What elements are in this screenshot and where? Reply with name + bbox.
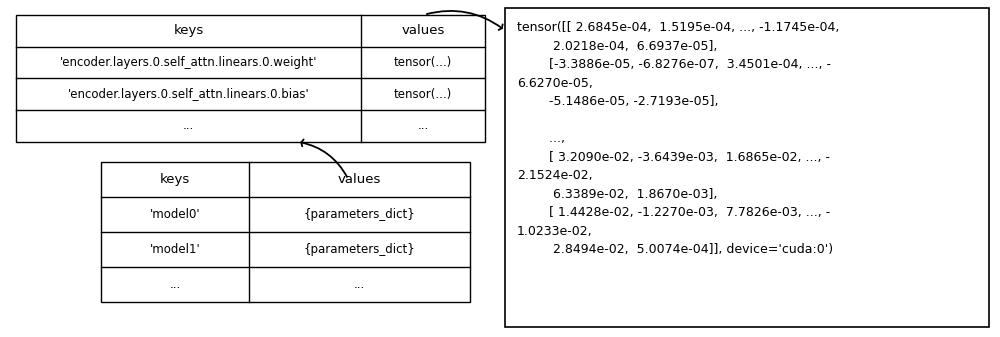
Text: 'model0': 'model0' <box>150 208 200 221</box>
Text: 'encoder.layers.0.self_attn.linears.0.bias': 'encoder.layers.0.self_attn.linears.0.bi… <box>68 88 309 101</box>
Text: tensor([[ 2.6845e-04,  1.5195e-04, ..., -1.1745e-04,
         2.0218e-04,  6.693: tensor([[ 2.6845e-04, 1.5195e-04, ..., -… <box>517 22 839 256</box>
Text: tensor(...): tensor(...) <box>394 56 452 69</box>
Text: {parameters_dict}: {parameters_dict} <box>304 243 415 256</box>
Bar <box>16 15 485 142</box>
Text: values: values <box>401 24 445 37</box>
Bar <box>101 162 470 302</box>
Text: values: values <box>338 173 381 186</box>
Text: ...: ... <box>183 119 194 132</box>
Text: 'encoder.layers.0.self_attn.linears.0.weight': 'encoder.layers.0.self_attn.linears.0.we… <box>60 56 317 69</box>
Text: keys: keys <box>160 173 190 186</box>
Text: ...: ... <box>354 278 365 291</box>
Text: keys: keys <box>173 24 204 37</box>
Text: {parameters_dict}: {parameters_dict} <box>304 208 415 221</box>
Text: ...: ... <box>417 119 429 132</box>
Text: 'model1': 'model1' <box>150 243 200 256</box>
Text: ...: ... <box>169 278 181 291</box>
Bar <box>505 8 989 327</box>
Text: tensor(...): tensor(...) <box>394 88 452 101</box>
